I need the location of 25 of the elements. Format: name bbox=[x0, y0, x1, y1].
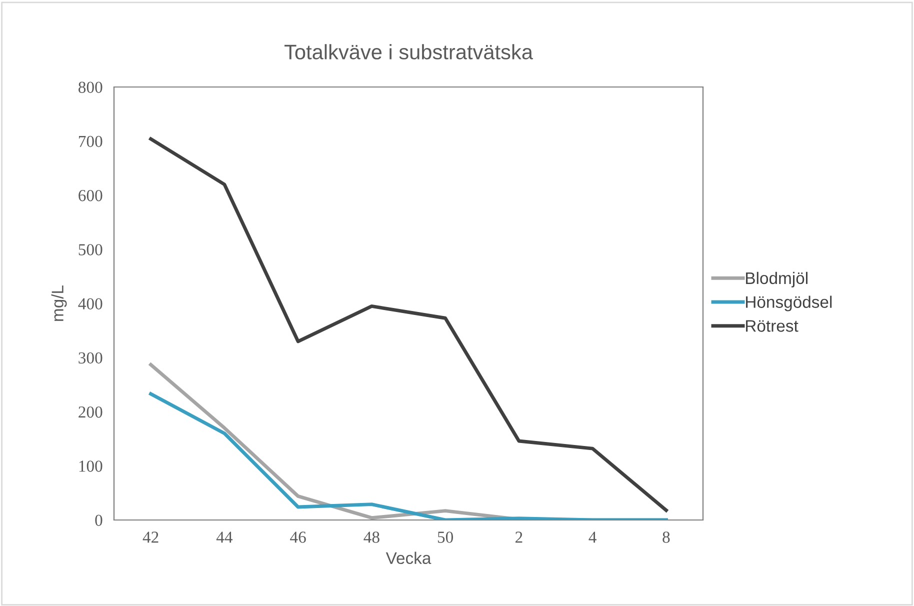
line-series bbox=[149, 392, 668, 520]
chart-title: Totalkväve i substratvätska bbox=[284, 44, 533, 60]
y-tick-label: 600 bbox=[78, 190, 102, 202]
x-tick-label: 48 bbox=[364, 532, 380, 543]
y-tick-label: 100 bbox=[79, 460, 102, 472]
x-tick-label: 8 bbox=[662, 532, 670, 543]
line-series bbox=[149, 137, 668, 512]
y-tick-label: 400 bbox=[78, 298, 102, 310]
x-tick-label: 44 bbox=[216, 532, 233, 543]
x-tick-label: 50 bbox=[438, 532, 454, 543]
y-tick-label: 700 bbox=[78, 136, 102, 148]
legend-label: Hönsgödsel bbox=[746, 296, 832, 312]
x-axis-title: Vecka bbox=[386, 552, 432, 564]
y-tick-label: 300 bbox=[78, 352, 102, 364]
legend-label: Rötrest bbox=[746, 320, 798, 332]
y-tick-label: 0 bbox=[95, 514, 102, 526]
y-tick-label: 800 bbox=[78, 82, 102, 93]
x-tick-label: 2 bbox=[516, 532, 522, 543]
x-tick-label: 4 bbox=[588, 532, 596, 543]
y-tick-label: 200 bbox=[78, 406, 102, 418]
legend-label: Blodmjöl bbox=[746, 272, 808, 288]
x-tick-label: 46 bbox=[290, 532, 306, 543]
y-tick-label: 500 bbox=[78, 244, 102, 256]
x-tick-label: 42 bbox=[142, 532, 158, 543]
y-axis-title: mg/L bbox=[51, 286, 67, 321]
